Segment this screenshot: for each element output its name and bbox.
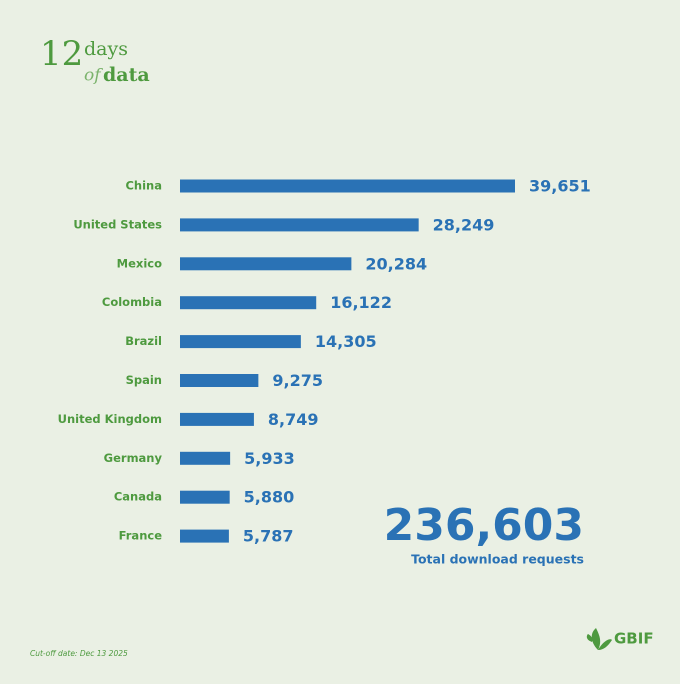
- logo-number: 12: [40, 34, 83, 74]
- value-label: 5,787: [243, 527, 294, 546]
- value-label: 5,880: [244, 488, 295, 507]
- brand-name: GBIF: [614, 630, 654, 648]
- bar: [180, 529, 229, 543]
- value-label: 28,249: [433, 215, 495, 234]
- value-label: 39,651: [529, 177, 591, 196]
- logo-of: of: [84, 66, 103, 86]
- category-label: Canada: [114, 490, 162, 504]
- category-label: France: [119, 529, 163, 543]
- logo-data: data: [103, 64, 150, 86]
- value-label: 8,749: [268, 410, 319, 429]
- bar: [180, 218, 419, 232]
- category-label: China: [125, 179, 162, 193]
- brand-icon: [586, 628, 612, 650]
- category-label: United States: [73, 217, 162, 231]
- bar: [180, 179, 515, 193]
- category-label: Spain: [126, 373, 162, 387]
- total-value: 236,603: [384, 500, 584, 551]
- bar: [180, 490, 230, 504]
- logo: 12 days of data: [40, 34, 150, 86]
- value-label: 16,122: [330, 293, 392, 312]
- cutoff-note: Cut-off date: Dec 13 2025: [30, 649, 128, 658]
- value-label: 14,305: [315, 332, 377, 351]
- value-label: 5,933: [244, 449, 295, 468]
- category-label: Germany: [104, 451, 163, 465]
- category-label: United Kingdom: [58, 412, 162, 426]
- bar: [180, 412, 254, 426]
- bar: [180, 257, 352, 271]
- total-caption: Total download requests: [411, 552, 584, 567]
- bar: [180, 296, 317, 310]
- value-label: 9,275: [272, 371, 323, 390]
- category-label: Colombia: [102, 295, 162, 309]
- brand: GBIF: [586, 628, 654, 650]
- category-label: Mexico: [117, 256, 162, 270]
- bar: [180, 374, 259, 387]
- logo-days: days: [84, 38, 128, 60]
- bar: [180, 335, 301, 349]
- bar: [180, 451, 231, 465]
- category-label: Brazil: [125, 334, 162, 348]
- value-label: 20,284: [365, 254, 427, 273]
